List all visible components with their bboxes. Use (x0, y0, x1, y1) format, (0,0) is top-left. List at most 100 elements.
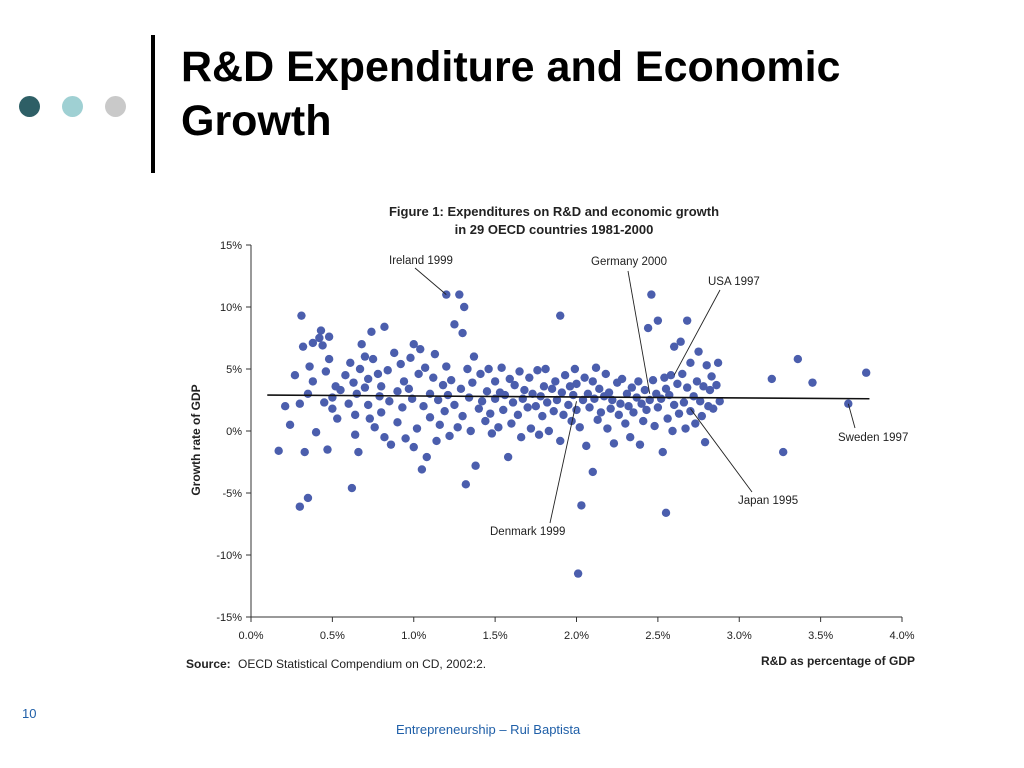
data-point (503, 452, 513, 462)
data-point (661, 508, 671, 518)
data-point (622, 389, 632, 398)
chart-source: Source: OECD Statistical Compendium on C… (186, 657, 486, 671)
data-point (686, 406, 695, 416)
data-point (595, 384, 604, 394)
data-point (715, 397, 724, 406)
data-point (617, 374, 627, 384)
x-tick-label: 3.5% (808, 630, 833, 642)
data-point (674, 409, 684, 418)
data-point (565, 382, 575, 391)
data-point (417, 465, 427, 474)
data-point (305, 362, 314, 371)
data-point (510, 380, 519, 390)
data-point (324, 354, 334, 364)
data-point (861, 368, 871, 377)
slide-title-line2: Growth (181, 97, 332, 145)
data-point (445, 431, 454, 441)
data-point (525, 373, 534, 382)
data-point (663, 414, 672, 423)
trend-line (267, 394, 870, 400)
data-point (590, 394, 599, 403)
data-point (458, 411, 467, 421)
data-point (450, 400, 459, 410)
data-point (477, 397, 487, 406)
data-point (603, 424, 612, 433)
data-point (668, 426, 677, 436)
scatter-chart: Figure 1: Expenditures on R&D and econom… (186, 204, 915, 671)
data-point (443, 390, 453, 400)
data-point (308, 377, 318, 386)
data-point (290, 371, 300, 380)
data-point (414, 369, 423, 379)
data-point (601, 369, 610, 379)
data-point (474, 404, 484, 413)
data-point (650, 421, 659, 431)
slide-title: R&D Expenditure and Economic Growth (181, 40, 981, 148)
data-point (575, 423, 584, 432)
data-point (377, 382, 386, 391)
data-point (490, 377, 500, 386)
data-point (666, 371, 676, 380)
data-point (676, 337, 685, 346)
data-point (466, 426, 475, 436)
data-point (547, 384, 557, 394)
data-point (357, 340, 366, 349)
data-point (433, 395, 443, 405)
data-point (767, 374, 776, 384)
data-point (580, 373, 589, 382)
data-point (556, 436, 565, 446)
annotation-leader (549, 401, 577, 524)
data-point (347, 483, 357, 493)
data-point (328, 404, 337, 413)
data-point (516, 433, 526, 442)
data-point (567, 416, 576, 426)
data-point (297, 311, 306, 320)
source-label: Source: (186, 657, 231, 671)
data-point (354, 447, 363, 457)
data-point (429, 373, 438, 382)
data-point (404, 384, 414, 394)
data-point (406, 353, 415, 363)
data-point (390, 348, 399, 358)
data-point (626, 433, 635, 442)
data-point (588, 467, 597, 477)
decorative-dot-dark (19, 96, 40, 117)
data-point (311, 428, 321, 437)
annotations: Ireland 1999 Germany 2000 USA 1997 Sweden 1… (389, 255, 908, 538)
annotation-label: Japan 1995 (738, 495, 798, 507)
data-point (679, 398, 689, 407)
data-point (350, 410, 360, 420)
data-point (482, 387, 492, 396)
data-point (469, 352, 479, 361)
y-tick-label: -15% (216, 612, 242, 624)
annotation-label: Ireland 1999 (389, 255, 453, 267)
data-point (399, 377, 409, 386)
data-point (616, 399, 625, 408)
data-point (640, 385, 650, 395)
data-point (363, 374, 373, 384)
data-point (656, 394, 666, 403)
data-point (557, 388, 567, 397)
annotation-label: USA 1997 (708, 276, 760, 288)
data-point (573, 569, 583, 578)
data-point (455, 290, 464, 299)
data-point (526, 424, 536, 433)
data-point (673, 379, 682, 389)
data-point (700, 437, 710, 447)
data-point (315, 333, 324, 343)
source-text: OECD Statistical Compendium on CD, 2002:… (238, 657, 486, 671)
data-point (377, 408, 386, 417)
data-point (844, 399, 853, 408)
data-point (476, 369, 485, 379)
decorative-dot-teal (62, 96, 83, 117)
data-point (368, 354, 378, 364)
data-point (446, 375, 456, 385)
data-point (497, 363, 506, 372)
data-point (323, 445, 332, 454)
annotation-leader (673, 289, 721, 376)
data-point (370, 423, 379, 432)
data-point (352, 389, 361, 398)
data-point (634, 377, 643, 386)
data-point (705, 385, 715, 395)
data-point (669, 342, 679, 351)
